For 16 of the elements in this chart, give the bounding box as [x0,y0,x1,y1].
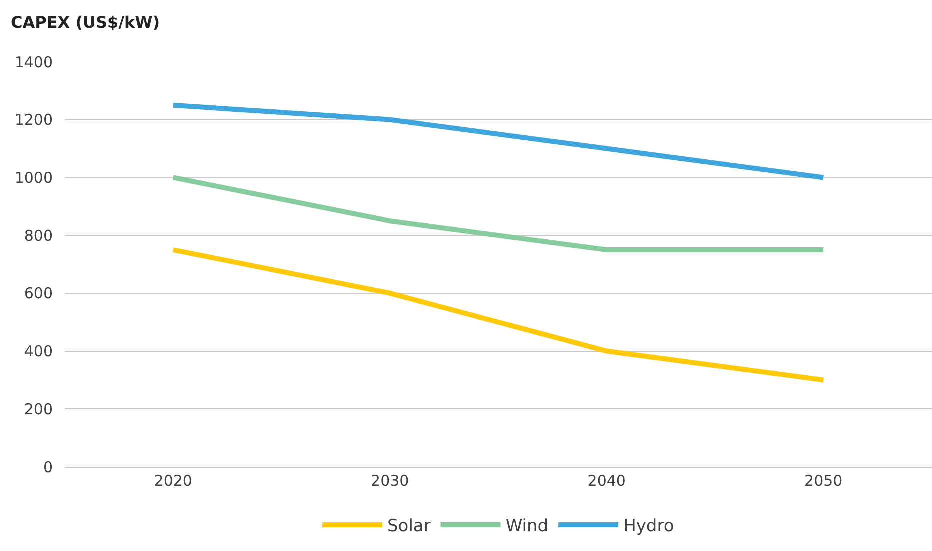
legend-label: Wind [506,516,549,537]
x-tick-label: 2030 [371,472,410,490]
y-tick-label: 600 [24,284,53,303]
y-tick-label: 200 [24,400,53,418]
legend-label: Solar [388,516,431,537]
y-tick-label: 800 [24,226,53,245]
y-tick-label: 1400 [14,53,53,72]
x-tick-label: 2040 [588,472,626,490]
y-tick-label: 0 [43,458,53,476]
y-tick-label: 400 [24,342,53,361]
x-tick-label: 2020 [154,472,192,490]
x-tick-label: 2050 [804,472,843,490]
y-axis-title: CAPEX (US$/kW) [11,13,160,32]
legend-label: Hydro [624,516,674,537]
y-tick-label: 1200 [14,111,53,130]
y-tick-label: 1000 [14,168,53,187]
